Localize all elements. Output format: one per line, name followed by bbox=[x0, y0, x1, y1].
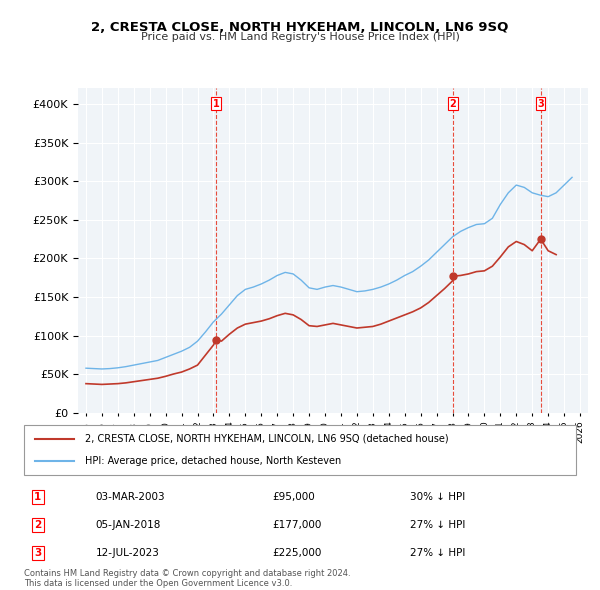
Text: 12-JUL-2023: 12-JUL-2023 bbox=[96, 548, 160, 558]
Text: 27% ↓ HPI: 27% ↓ HPI bbox=[410, 520, 466, 530]
Text: £177,000: £177,000 bbox=[272, 520, 322, 530]
Text: £225,000: £225,000 bbox=[272, 548, 322, 558]
Text: 1: 1 bbox=[213, 99, 220, 109]
Text: 2, CRESTA CLOSE, NORTH HYKEHAM, LINCOLN, LN6 9SQ: 2, CRESTA CLOSE, NORTH HYKEHAM, LINCOLN,… bbox=[91, 21, 509, 34]
Text: Contains HM Land Registry data © Crown copyright and database right 2024.: Contains HM Land Registry data © Crown c… bbox=[24, 569, 350, 578]
Text: 2: 2 bbox=[449, 99, 456, 109]
Text: 1: 1 bbox=[34, 491, 41, 502]
Text: HPI: Average price, detached house, North Kesteven: HPI: Average price, detached house, Nort… bbox=[85, 456, 341, 466]
Text: 27% ↓ HPI: 27% ↓ HPI bbox=[410, 548, 466, 558]
FancyBboxPatch shape bbox=[24, 425, 576, 475]
Text: £95,000: £95,000 bbox=[272, 491, 315, 502]
Text: 30% ↓ HPI: 30% ↓ HPI bbox=[410, 491, 466, 502]
Text: 05-JAN-2018: 05-JAN-2018 bbox=[96, 520, 161, 530]
Text: Price paid vs. HM Land Registry's House Price Index (HPI): Price paid vs. HM Land Registry's House … bbox=[140, 32, 460, 42]
Text: This data is licensed under the Open Government Licence v3.0.: This data is licensed under the Open Gov… bbox=[24, 579, 292, 588]
Text: 2: 2 bbox=[34, 520, 41, 530]
Text: 2, CRESTA CLOSE, NORTH HYKEHAM, LINCOLN, LN6 9SQ (detached house): 2, CRESTA CLOSE, NORTH HYKEHAM, LINCOLN,… bbox=[85, 434, 448, 444]
Text: 03-MAR-2003: 03-MAR-2003 bbox=[96, 491, 166, 502]
Text: 3: 3 bbox=[34, 548, 41, 558]
Text: 3: 3 bbox=[537, 99, 544, 109]
